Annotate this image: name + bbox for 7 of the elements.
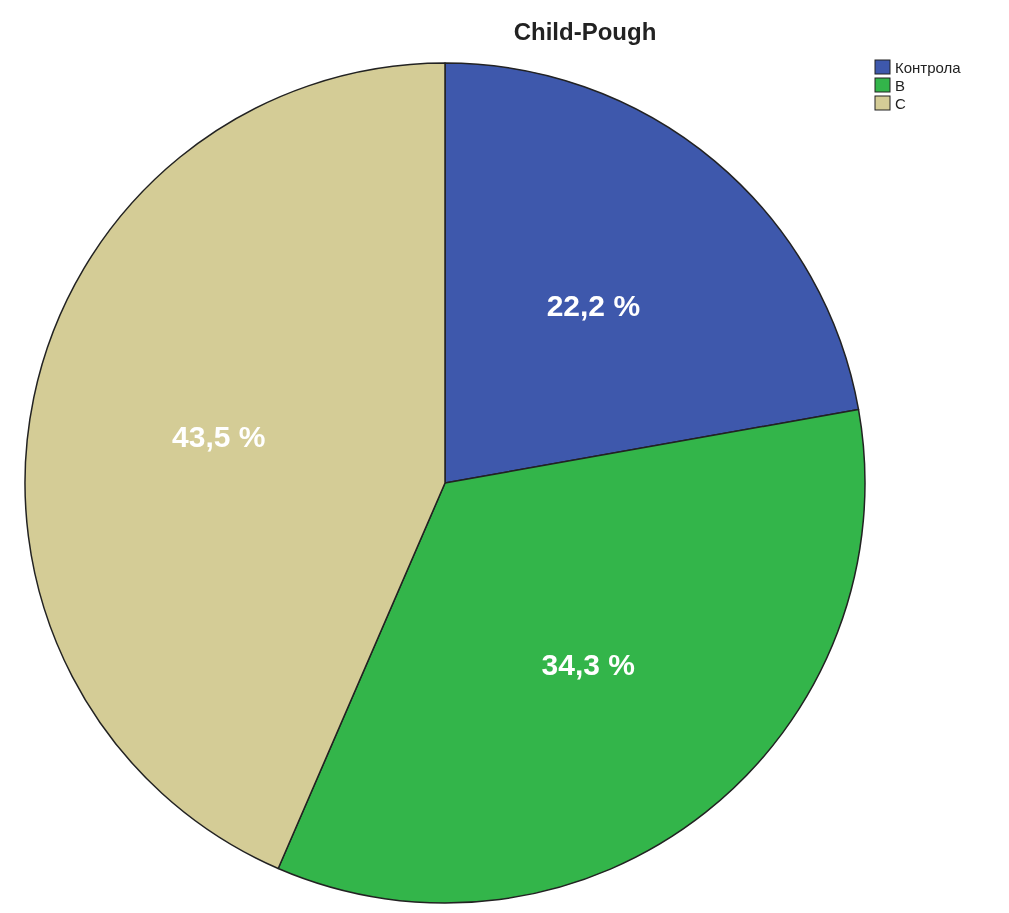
data-label: 43,5 %: [172, 419, 266, 453]
data-label: 22,2 %: [546, 289, 641, 323]
chart-title: Child-Pough: [513, 18, 657, 45]
data-label: 34,3 %: [541, 647, 635, 681]
legend-label: Контрола: [895, 58, 962, 76]
legend-label: B: [895, 76, 906, 94]
legend-label: C: [895, 94, 906, 112]
